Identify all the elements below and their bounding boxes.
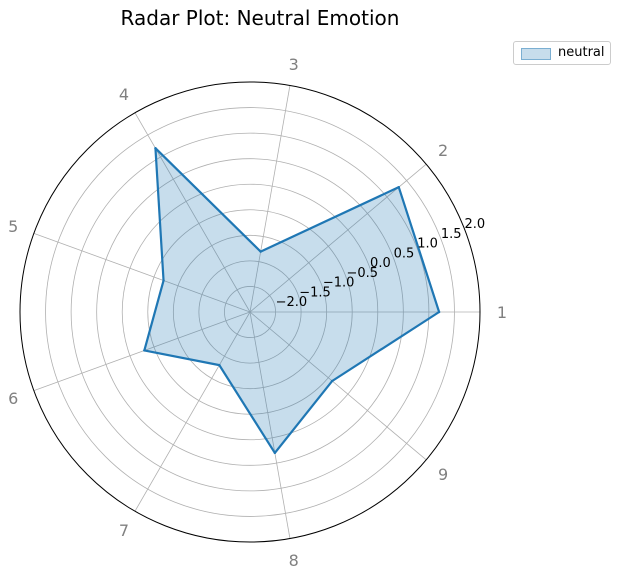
spoke-7 [134,311,251,512]
spoke-8 [249,311,291,539]
radial-tick-label-5: 0.5 [394,246,415,261]
axis-label-4: 4 [119,85,129,104]
axis-label-2: 2 [438,141,448,160]
radial-tick-label-8: 2.0 [464,217,485,232]
data-point-3 [259,250,262,253]
radial-tick-label-1: −1.5 [299,285,331,300]
data-point-1 [437,310,441,314]
data-point-7 [218,363,221,367]
chart-title: Radar Plot: Neutral Emotion [120,6,400,30]
axis-label-5: 5 [8,217,18,236]
axis-label-7: 7 [119,521,129,540]
data-point-9 [331,379,334,383]
spoke-5 [33,232,251,313]
spoke-9 [249,311,427,461]
legend-swatch-neutral [521,48,551,60]
axis-label-3: 3 [289,55,299,74]
axis-label-9: 9 [438,465,448,484]
radial-tick-label-2: −1.0 [323,276,355,291]
outer-frame [19,81,481,543]
spoke-3 [249,85,291,313]
data-point-6 [143,349,146,352]
radial-tick-label-0: −2.0 [276,295,308,310]
legend: neutral [513,41,611,65]
series-fill-neutral [144,148,440,453]
radial-tick-label-4: 0.0 [370,256,391,271]
series-line-neutral [143,147,441,455]
data-point-5 [162,279,165,282]
radial-tick-label-6: 1.0 [417,237,438,252]
legend-label-neutral: neutral [558,45,605,60]
axis-label-6: 6 [8,389,18,408]
data-point-4 [154,147,157,150]
axis-label-8: 8 [289,551,299,570]
spoke-6 [33,311,251,392]
radial-tick-label-7: 1.5 [441,227,462,242]
axis-label-1: 1 [497,303,507,322]
data-point-2 [397,185,400,189]
radial-tick-label-3: −0.5 [346,266,378,281]
data-point-8 [273,451,277,455]
spoke-4 [134,112,251,313]
